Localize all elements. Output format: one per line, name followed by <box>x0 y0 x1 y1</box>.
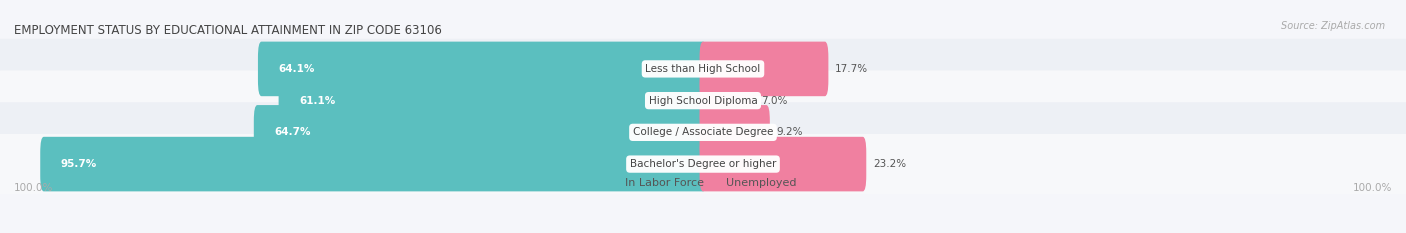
Text: EMPLOYMENT STATUS BY EDUCATIONAL ATTAINMENT IN ZIP CODE 63106: EMPLOYMENT STATUS BY EDUCATIONAL ATTAINM… <box>14 24 441 37</box>
FancyBboxPatch shape <box>41 137 706 191</box>
Text: Bachelor's Degree or higher: Bachelor's Degree or higher <box>630 159 776 169</box>
FancyBboxPatch shape <box>257 42 706 96</box>
Text: High School Diploma: High School Diploma <box>648 96 758 106</box>
Text: 64.7%: 64.7% <box>274 127 311 137</box>
FancyBboxPatch shape <box>0 39 1406 99</box>
Text: College / Associate Degree: College / Associate Degree <box>633 127 773 137</box>
FancyBboxPatch shape <box>254 105 706 160</box>
Text: Less than High School: Less than High School <box>645 64 761 74</box>
FancyBboxPatch shape <box>700 105 770 160</box>
Legend: In Labor Force, Unemployed: In Labor Force, Unemployed <box>609 178 797 188</box>
Text: 9.2%: 9.2% <box>776 127 803 137</box>
Text: Source: ZipAtlas.com: Source: ZipAtlas.com <box>1281 21 1385 31</box>
FancyBboxPatch shape <box>700 137 866 191</box>
FancyBboxPatch shape <box>278 73 706 128</box>
FancyBboxPatch shape <box>700 42 828 96</box>
Text: 7.0%: 7.0% <box>762 96 787 106</box>
Text: 95.7%: 95.7% <box>60 159 97 169</box>
FancyBboxPatch shape <box>0 102 1406 162</box>
Text: 100.0%: 100.0% <box>14 183 53 193</box>
Text: 61.1%: 61.1% <box>299 96 336 106</box>
FancyBboxPatch shape <box>700 73 755 128</box>
Text: 64.1%: 64.1% <box>278 64 315 74</box>
Text: 100.0%: 100.0% <box>1353 183 1392 193</box>
Text: 17.7%: 17.7% <box>835 64 869 74</box>
Text: 23.2%: 23.2% <box>873 159 907 169</box>
FancyBboxPatch shape <box>0 71 1406 131</box>
FancyBboxPatch shape <box>0 134 1406 194</box>
